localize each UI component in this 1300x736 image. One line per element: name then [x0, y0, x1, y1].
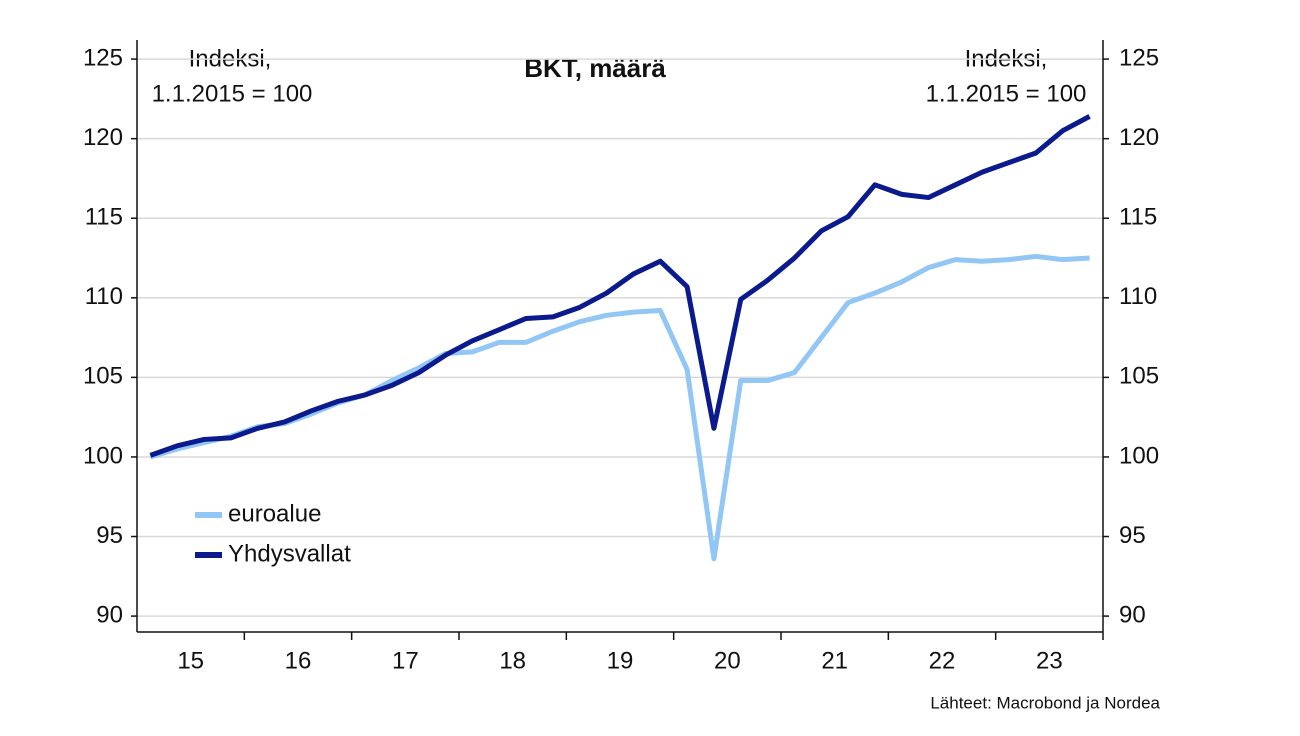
y-tick-label: 95	[96, 522, 123, 549]
series-line	[149, 253, 1090, 562]
source: Lähteet: Macrobond ja Nordea	[930, 693, 1160, 712]
y2-tick-label: 110	[1119, 283, 1157, 310]
y2-tick-label: 125	[1119, 44, 1159, 71]
x-tick-label: 18	[499, 647, 526, 674]
y-tick-label: 90	[96, 601, 123, 628]
y-tick-label: 115	[85, 204, 123, 231]
left-annotation: 1.1.2015 = 100	[152, 80, 313, 107]
y-tick-label: 125	[83, 44, 123, 71]
chart-title: BKT, määrä	[524, 53, 666, 83]
y-tick-label: 100	[83, 442, 123, 469]
y2-tick-label: 115	[1119, 204, 1157, 231]
y2-tick-label: 100	[1119, 442, 1159, 469]
series-line	[149, 114, 1091, 458]
legend-label: Yhdysvallat	[228, 540, 351, 567]
y2-tick-label: 120	[1119, 124, 1159, 151]
right-annotation: 1.1.2015 = 100	[926, 80, 1087, 107]
x-tick-label: 19	[607, 647, 634, 674]
y2-tick-label: 95	[1119, 522, 1146, 549]
y-tick-label: 120	[83, 124, 123, 151]
x-tick-label: 15	[177, 647, 204, 674]
x-tick-label: 20	[714, 647, 741, 674]
x-tick-label: 22	[929, 647, 956, 674]
y-tick-label: 110	[85, 283, 123, 310]
x-tick-label: 21	[821, 647, 848, 674]
x-tick-label: 16	[285, 647, 312, 674]
y2-tick-label: 105	[1119, 363, 1159, 390]
x-tick-label: 23	[1036, 647, 1063, 674]
y-tick-label: 105	[83, 363, 123, 390]
legend-label: euroalue	[228, 500, 321, 527]
x-tick-label: 17	[392, 647, 419, 674]
y2-tick-label: 90	[1119, 601, 1146, 628]
